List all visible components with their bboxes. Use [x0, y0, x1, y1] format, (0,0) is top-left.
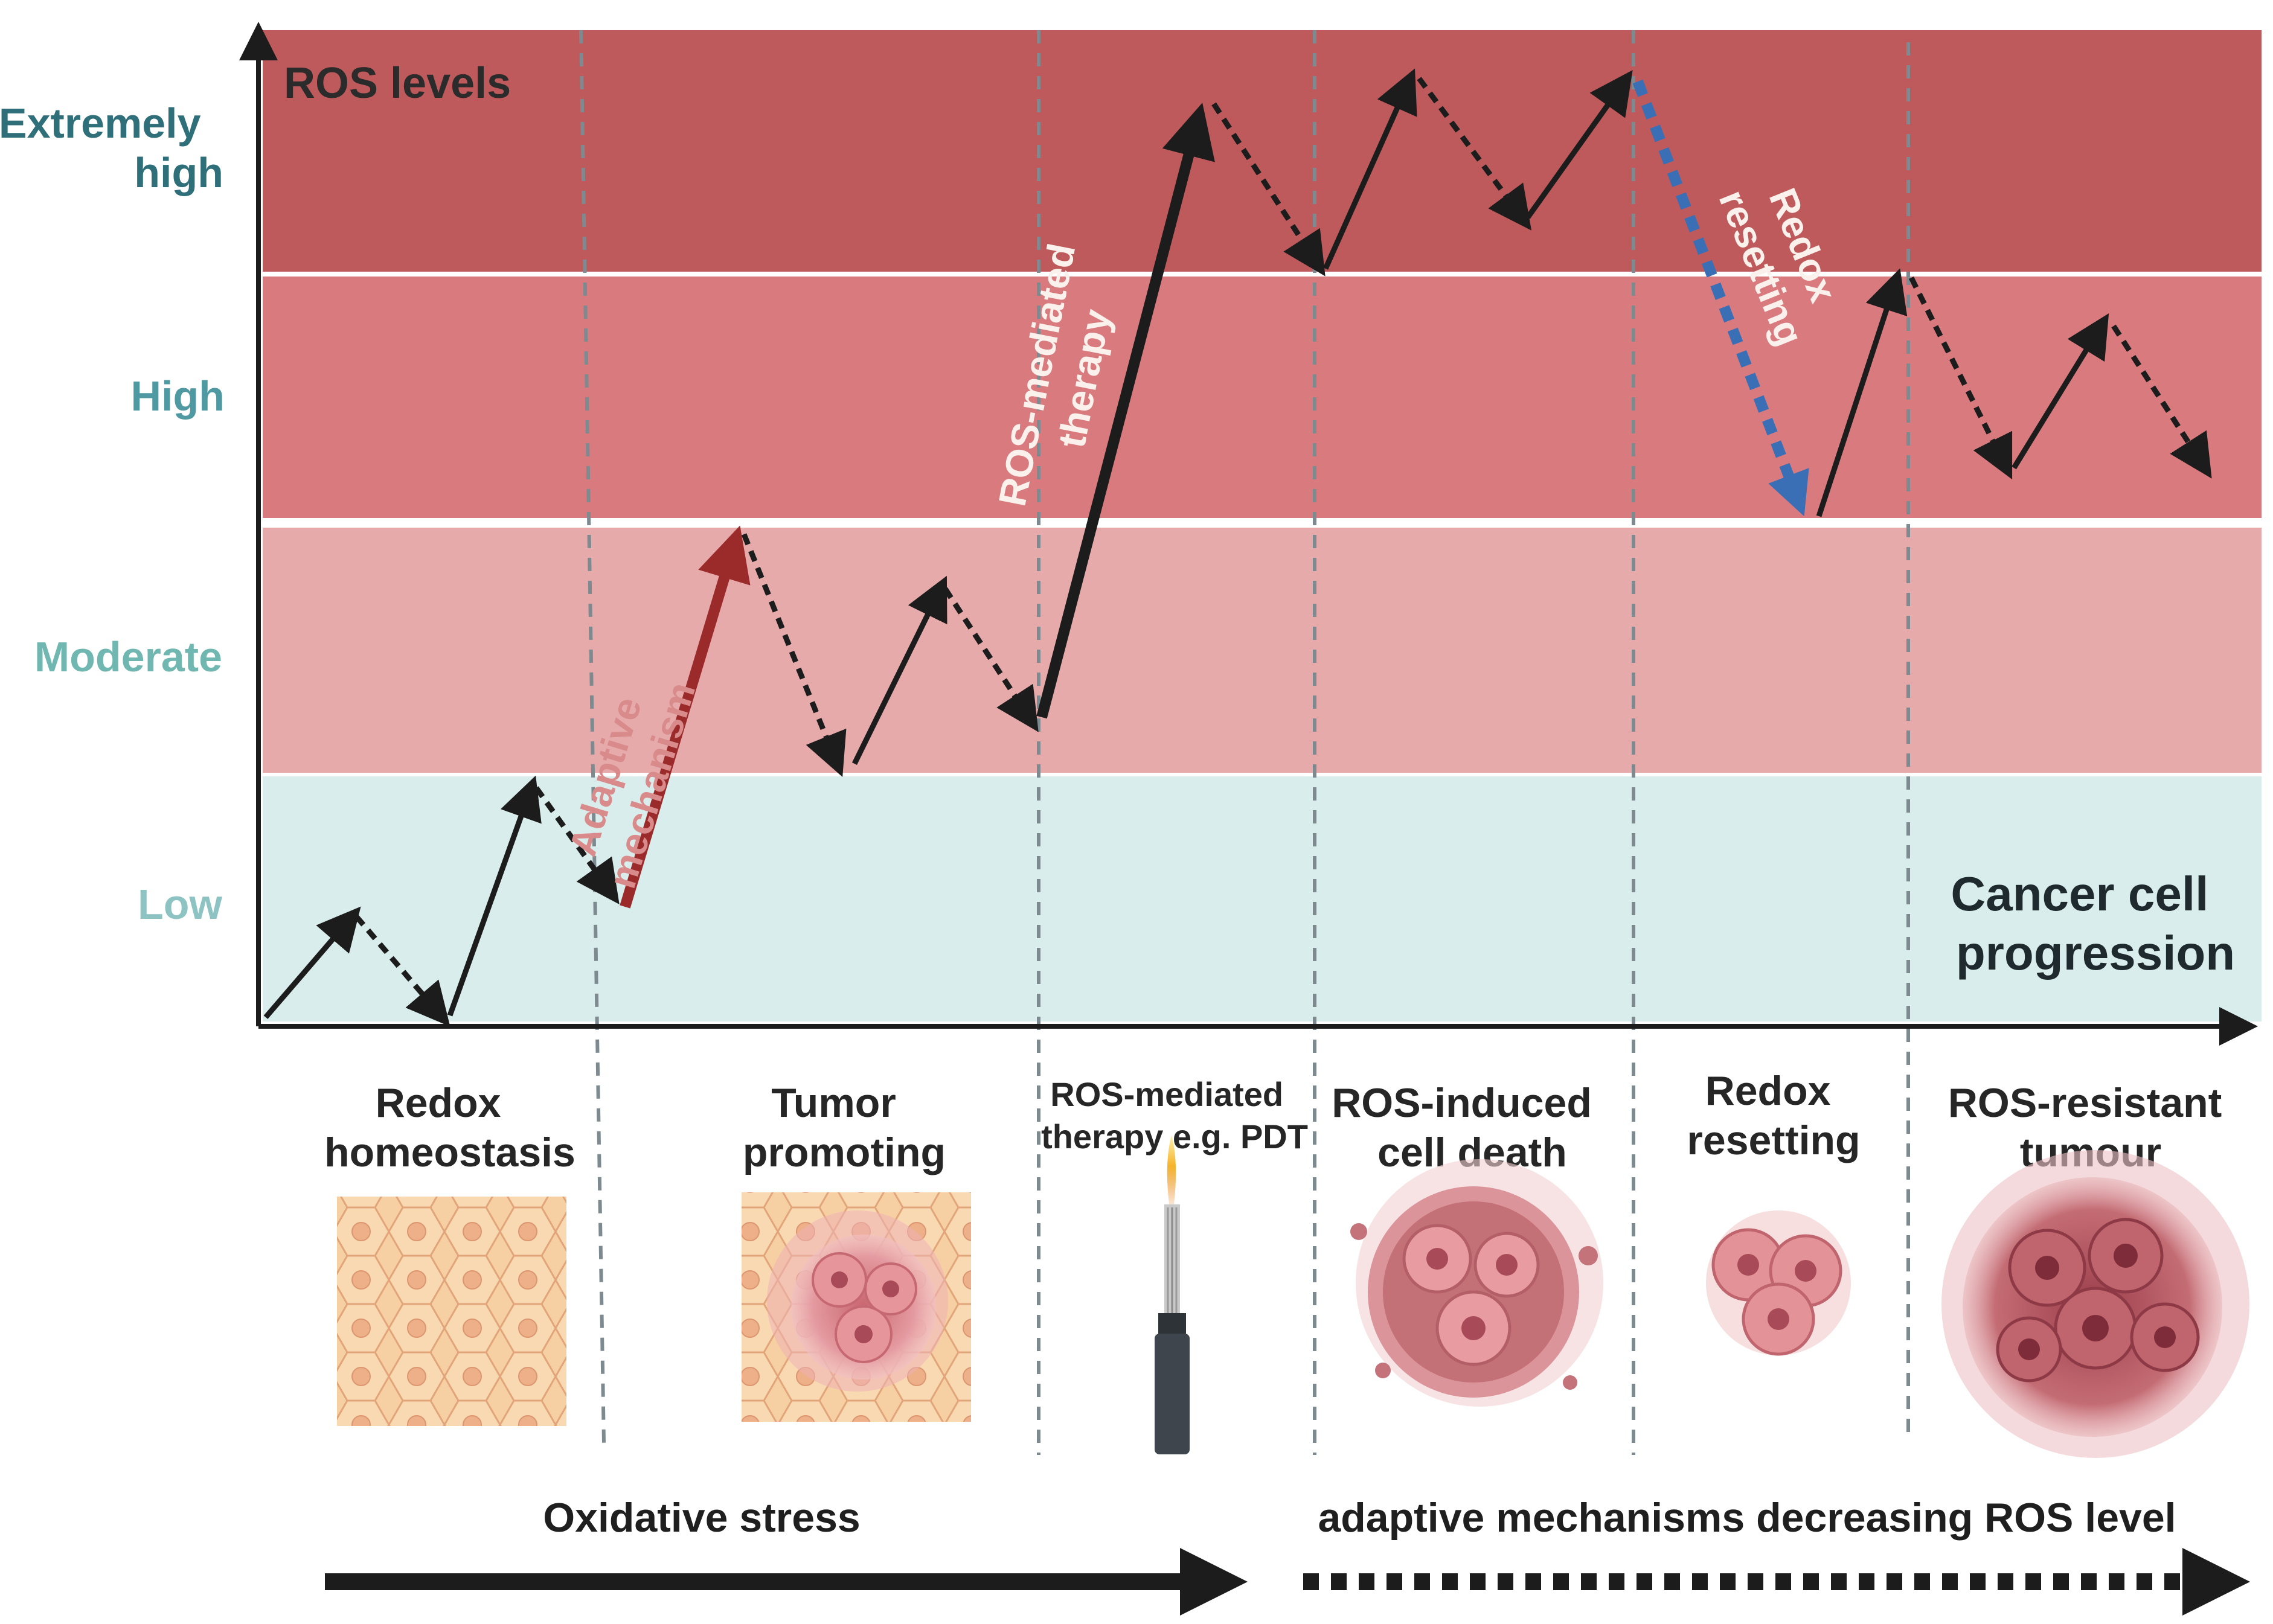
band-title: ROS levels: [284, 59, 511, 107]
level-label-moderate: Moderate: [34, 633, 222, 680]
hexagonal-normal-cells: [337, 1197, 566, 1426]
axes: [239, 22, 2258, 1046]
stage-title-ros-therapy: ROS-mediated therapy e.g. PDT: [1041, 1075, 1308, 1156]
band-moderate: [263, 528, 2262, 773]
level-label-low: Low: [138, 881, 223, 928]
ros-trajectory: [263, 68, 2212, 1027]
stage-titles: Redox homeostasis Tumor promoting ROS-me…: [324, 1068, 2222, 1175]
adaptive-decrease-label: adaptive mechanisms decreasing ROS level: [1318, 1495, 2176, 1541]
dying-cell-cluster: [1350, 1159, 1603, 1407]
band-high: [263, 277, 2262, 518]
stage-title-tumor-promoting: Tumor promoting: [743, 1080, 946, 1175]
level-label-extremely-high: Extremely high: [0, 100, 223, 196]
axis-label: Cancer cell progression: [1951, 867, 2235, 980]
pdt-light-fiber: [1155, 1135, 1190, 1454]
level-labels: Extremely high High Moderate Low: [0, 100, 225, 928]
level-label-high: High: [130, 372, 225, 420]
large-tumour-mass: [1941, 1150, 2249, 1458]
tumor-on-normal-tissue: [742, 1192, 971, 1422]
oxidative-stress-label: Oxidative stress: [543, 1495, 860, 1541]
band-extremely-high: [263, 30, 2262, 272]
small-cell-cluster: [1706, 1210, 1851, 1356]
stage-title-redox-homeostasis: Redox homeostasis: [324, 1080, 575, 1175]
stage-title-redox-resetting: Redox resetting: [1687, 1068, 1860, 1163]
